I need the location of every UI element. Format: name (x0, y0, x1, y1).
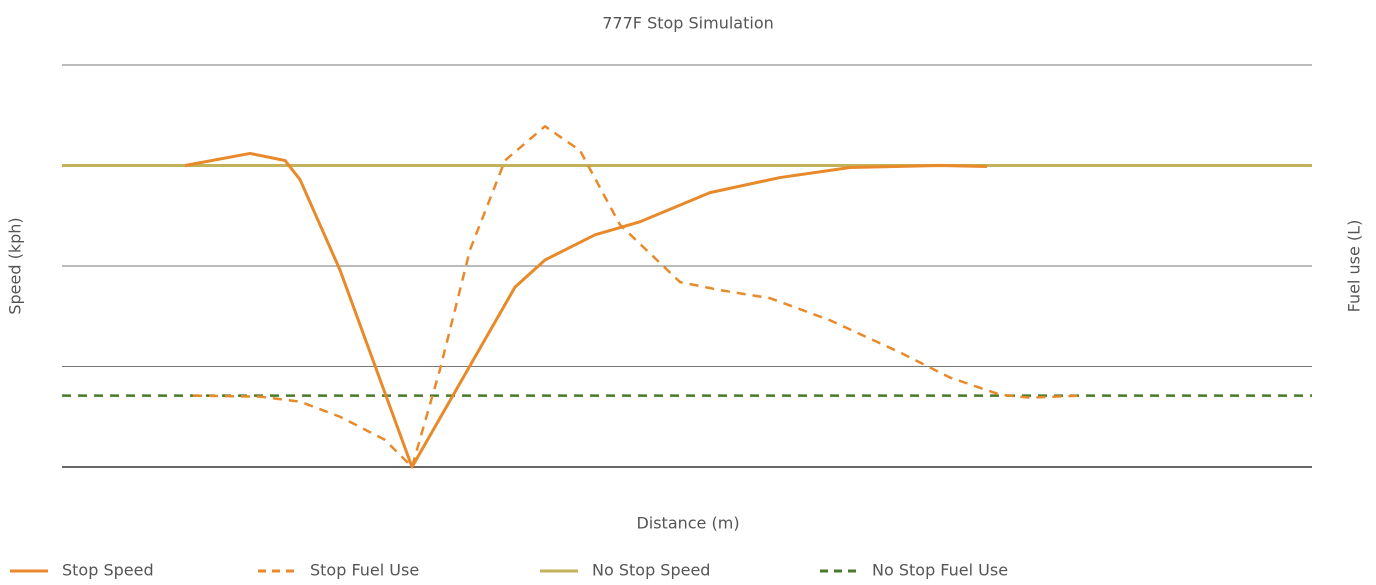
series-line (192, 125, 1081, 469)
y-axis-label: Speed (kph) (6, 217, 25, 314)
legend-label: No Stop Fuel Use (872, 561, 1008, 580)
legend-label: Stop Fuel Use (310, 561, 419, 580)
x-axis-label: Distance (m) (636, 514, 739, 533)
legend-label: Stop Speed (62, 561, 154, 580)
y2-axis-label: Fuel use (L) (1345, 220, 1364, 313)
legend-label: No Stop Speed (592, 561, 710, 580)
chart-title: 777F Stop Simulation (602, 14, 774, 33)
series-line (184, 151, 988, 469)
